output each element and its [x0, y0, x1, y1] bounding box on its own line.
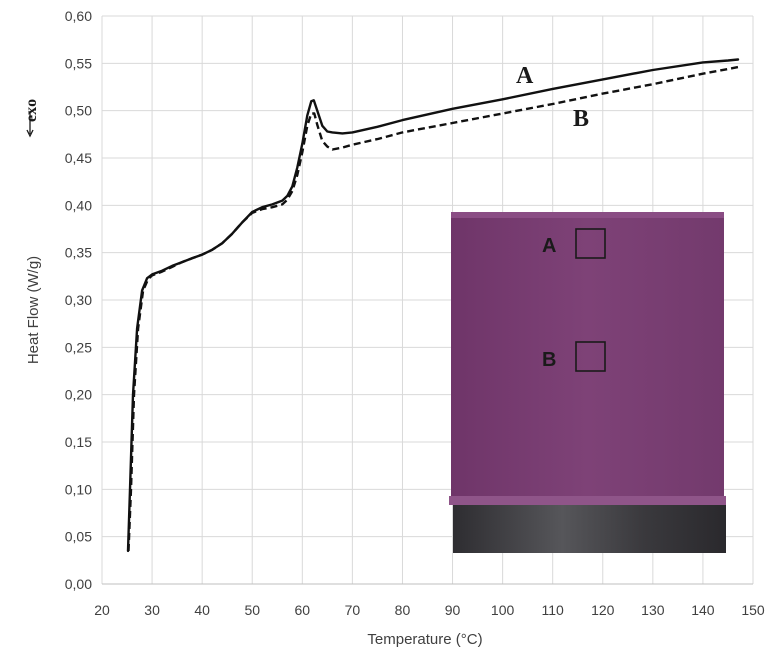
x-tick-label: 70	[345, 602, 361, 618]
x-tick-label: 80	[395, 602, 411, 618]
y-tick-label: 0,20	[65, 387, 92, 403]
y-tick-label: 0,55	[65, 55, 92, 71]
x-axis-title: Temperature (°C)	[367, 631, 482, 648]
x-tick-label: 130	[641, 602, 665, 618]
y-tick-label: 0,30	[65, 292, 92, 308]
sample-photo-inset: A B	[449, 212, 726, 553]
y-tick-label: 0,25	[65, 339, 92, 355]
x-tick-label: 60	[295, 602, 311, 618]
y-tick-label: 0,15	[65, 434, 92, 450]
x-tick-label: 150	[741, 602, 765, 618]
x-tick-label: 90	[445, 602, 461, 618]
y-tick-label: 0,50	[65, 103, 92, 119]
y-tick-label: 0,45	[65, 150, 92, 166]
x-tick-label: 140	[691, 602, 715, 618]
series-a-label: A	[516, 63, 534, 89]
y-tick-labels: 0,00 0,05 0,10 0,15 0,20 0,25 0,30 0,35 0,40 0,45…	[65, 8, 92, 592]
exo-label: exo	[23, 99, 40, 122]
sample-photo-top-edge	[451, 212, 724, 218]
y-tick-label: 0,40	[65, 197, 92, 213]
x-tick-label: 120	[591, 602, 615, 618]
inset-region-b-label: B	[542, 349, 556, 371]
y-tick-label: 0,35	[65, 245, 92, 261]
y-tick-label: 0,10	[65, 481, 92, 497]
y-tick-label: 0,00	[65, 576, 92, 592]
y-axis-title: Heat Flow (W/g)	[25, 256, 42, 364]
x-tick-label: 30	[144, 602, 160, 618]
inset-region-a-label: A	[542, 235, 556, 257]
y-tick-label: 0,05	[65, 529, 92, 545]
x-tick-label: 20	[94, 602, 110, 618]
x-tick-labels: 20 30 40 50 60 70 80 90 100 110 120 130 140 150	[94, 602, 765, 618]
y-tick-label: 0,60	[65, 8, 92, 24]
sample-photo-seam	[449, 496, 726, 505]
x-tick-label: 110	[542, 602, 565, 618]
x-tick-label: 50	[244, 602, 260, 618]
x-tick-label: 40	[194, 602, 210, 618]
x-tick-label: 100	[491, 602, 515, 618]
series-b-label: B	[573, 106, 589, 132]
sample-photo-base	[453, 505, 726, 553]
